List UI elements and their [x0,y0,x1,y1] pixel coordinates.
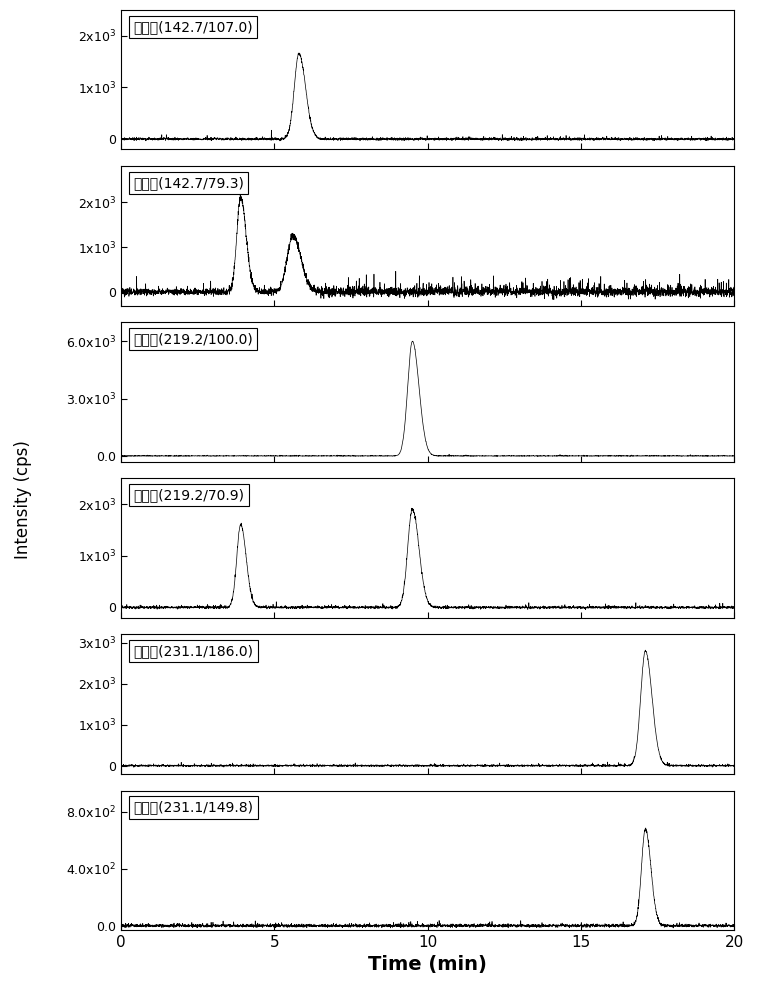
X-axis label: Time (min): Time (min) [368,955,488,974]
Text: 噱苯隆(219.2/70.9): 噱苯隆(219.2/70.9) [133,488,245,502]
Text: 敌草隆(231.1/149.8): 敌草隆(231.1/149.8) [133,800,254,814]
Text: 乙烯利(142.7/79.3): 乙烯利(142.7/79.3) [133,176,245,190]
Text: 乙烯利(142.7/107.0): 乙烯利(142.7/107.0) [133,20,253,34]
Text: 噱苯隆(219.2/100.0): 噱苯隆(219.2/100.0) [133,332,253,346]
Text: Intensity (cps): Intensity (cps) [14,441,32,559]
Text: 敌草隆(231.1/186.0): 敌草隆(231.1/186.0) [133,644,254,658]
